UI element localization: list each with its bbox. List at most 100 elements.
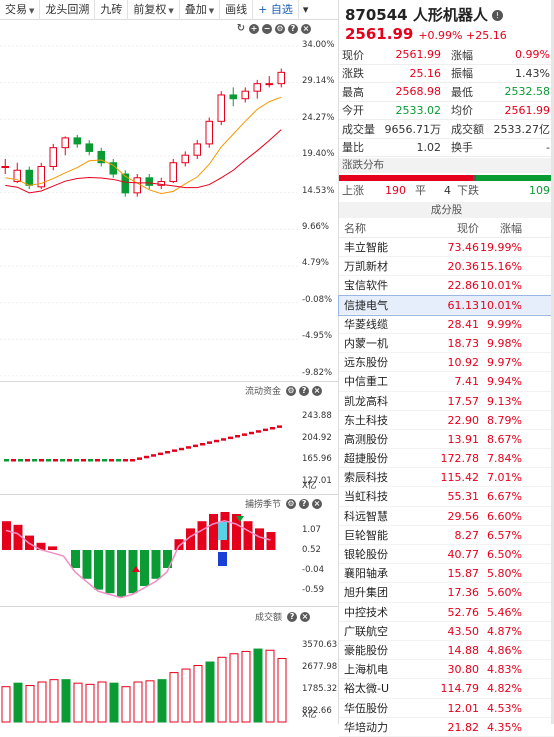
list-item[interactable]: 裕太微-U 114.79 4.82% bbox=[339, 679, 554, 699]
quote-key: 现价 bbox=[342, 48, 364, 62]
list-item[interactable]: 万凯新材 20.36 15.16% bbox=[339, 257, 554, 277]
season-bar bbox=[36, 542, 46, 550]
toolbar-item-1[interactable]: 龙头回溯 bbox=[40, 0, 96, 20]
list-item[interactable]: 高测股份 13.91 8.67% bbox=[339, 430, 554, 450]
list-item[interactable]: 襄阳轴承 15.87 5.80% bbox=[339, 564, 554, 584]
col-price[interactable]: 现价 bbox=[457, 222, 479, 235]
list-item[interactable]: 宝信软件 22.86 10.01% bbox=[339, 276, 554, 296]
axis-tick: 127.01 bbox=[302, 475, 332, 486]
info-icon[interactable]: ! bbox=[491, 10, 503, 21]
col-pct[interactable]: 涨幅 bbox=[500, 222, 522, 235]
list-item[interactable]: 远东股份 10.92 9.97% bbox=[339, 353, 554, 373]
volume-chart[interactable] bbox=[0, 626, 300, 724]
candle bbox=[1, 158, 9, 175]
stock-price: 28.41 bbox=[447, 317, 480, 331]
volume-bar bbox=[133, 681, 143, 723]
stock-name: 凯龙高科 bbox=[344, 394, 388, 408]
sell-signal-icon bbox=[236, 516, 244, 522]
vol-title: 成交额 bbox=[255, 613, 283, 623]
list-item[interactable]: 巨轮智能 8.27 6.57% bbox=[339, 526, 554, 545]
caret-down-icon: ▼ bbox=[208, 6, 215, 15]
stock-name: 宝信软件 bbox=[344, 279, 388, 293]
list-item[interactable]: 内蒙一机 18.73 9.98% bbox=[339, 334, 554, 354]
close-icon[interactable]: × bbox=[300, 611, 311, 622]
flow-title: 流动资金 bbox=[245, 387, 282, 397]
list-item[interactable]: 当虹科技 55.31 6.67% bbox=[339, 487, 554, 507]
list-item[interactable]: 华菱线缆 28.41 9.99% bbox=[339, 315, 554, 334]
season-bar bbox=[232, 514, 241, 550]
scrollbar[interactable] bbox=[551, 0, 554, 724]
list-item[interactable]: 上海机电 30.80 4.83% bbox=[339, 660, 554, 680]
season-bar bbox=[117, 550, 126, 597]
list-item[interactable]: 科远智慧 29.56 6.60% bbox=[339, 507, 554, 526]
season-bar bbox=[2, 521, 11, 550]
stock-pct: 9.99% bbox=[487, 317, 522, 331]
flow-bar bbox=[172, 449, 177, 452]
zoom-in-icon[interactable]: + bbox=[249, 24, 259, 34]
stock-price: 29.56 bbox=[447, 509, 480, 523]
quote-value: 0.99% bbox=[515, 48, 550, 62]
toolbar-item-4[interactable]: 叠加 ▼ bbox=[180, 0, 221, 20]
axis-tick: -9.82% bbox=[302, 367, 333, 378]
close-icon[interactable]: × bbox=[312, 498, 323, 509]
stock-price: 73.46 bbox=[447, 241, 480, 254]
quote-grid: 现价 2561.99 涨幅 0.99% 涨跌 25.16 振幅 1.43% 最高 2… bbox=[339, 46, 554, 157]
help-icon[interactable]: ? bbox=[299, 498, 310, 509]
candle bbox=[157, 177, 165, 190]
toolbar-item-label: + 自选 bbox=[258, 2, 293, 16]
settings-icon[interactable]: ⚙ bbox=[275, 24, 285, 34]
list-item[interactable]: 银轮股份 40.77 6.50% bbox=[339, 545, 554, 565]
settings-icon[interactable]: ⚙ bbox=[286, 385, 297, 396]
stock-name: 东土科技 bbox=[344, 413, 388, 427]
toolbar-item-5[interactable]: 画线 bbox=[220, 0, 254, 20]
caret-down-icon: ▼ bbox=[168, 6, 174, 15]
season-bar bbox=[71, 550, 80, 568]
list-item[interactable]: 中控技术 52.76 5.46% bbox=[339, 603, 554, 622]
toolbar-item-0[interactable]: 交易 ▼ bbox=[0, 0, 41, 20]
close-icon[interactable]: × bbox=[301, 24, 311, 34]
col-name[interactable]: 名称 bbox=[344, 222, 366, 235]
list-item[interactable]: 丰立智能 73.46 19.99% bbox=[339, 238, 554, 258]
down-count: 109 bbox=[529, 184, 550, 197]
list-item[interactable]: 华伍股份 12.01 4.53% bbox=[339, 699, 554, 718]
list-item[interactable]: 中信重工 7.41 9.94% bbox=[339, 372, 554, 392]
list-item[interactable]: 东土科技 22.90 8.79% bbox=[339, 411, 554, 430]
help-icon[interactable]: ? bbox=[288, 24, 298, 34]
season-chart[interactable] bbox=[0, 512, 300, 604]
list-item[interactable]: 旭升集团 17.36 5.60% bbox=[339, 583, 554, 603]
list-item[interactable]: 华培动力 21.82 4.35% bbox=[339, 718, 554, 737]
toolbar-item-7[interactable]: ▾ bbox=[299, 0, 313, 20]
quote-value: 1.43% bbox=[515, 66, 550, 80]
list-item[interactable]: 超捷股份 172.78 7.84% bbox=[339, 449, 554, 469]
settings-icon[interactable]: ⚙ bbox=[286, 498, 297, 509]
quote-value: 2568.98 bbox=[395, 85, 442, 99]
zoom-out-icon[interactable]: − bbox=[262, 24, 272, 34]
kline-chart[interactable] bbox=[0, 36, 300, 376]
stock-pct: 5.80% bbox=[487, 567, 522, 581]
stock-pct: 7.01% bbox=[487, 471, 522, 485]
list-item[interactable]: 索辰科技 115.42 7.01% bbox=[339, 468, 554, 488]
toolbar-item-6[interactable]: + 自选 bbox=[253, 0, 299, 20]
flow-chart[interactable] bbox=[0, 400, 300, 490]
help-icon[interactable]: ? bbox=[299, 385, 310, 396]
toolbar-item-3[interactable]: 前复权 ▼ bbox=[128, 0, 180, 20]
list-item[interactable]: 凯龙高科 17.57 9.13% bbox=[339, 392, 554, 411]
list-item[interactable]: 广联航空 43.50 4.87% bbox=[339, 622, 554, 641]
volume-bar bbox=[61, 679, 71, 723]
quote-key: 成交额 bbox=[451, 122, 484, 136]
toolbar-item-2[interactable]: 九砖 bbox=[95, 0, 129, 20]
quote-key: 成交量 bbox=[342, 122, 375, 136]
close-icon[interactable]: × bbox=[312, 385, 323, 396]
axis-tick: 1.07 bbox=[302, 525, 321, 535]
stock-price: 22.86 bbox=[447, 279, 480, 293]
flow-bar bbox=[53, 459, 58, 462]
stock-name: 科远智慧 bbox=[344, 509, 388, 523]
toolbar-item-label: ▾ bbox=[302, 2, 309, 16]
help-icon[interactable]: ? bbox=[287, 611, 298, 622]
candle bbox=[121, 170, 129, 197]
list-item[interactable]: 豪能股份 14.88 4.86% bbox=[339, 641, 554, 661]
refresh-icon[interactable]: ↻ bbox=[236, 23, 246, 34]
list-item[interactable]: 信捷电气 61.13 10.01% bbox=[338, 294, 554, 316]
flow-bar bbox=[221, 438, 226, 441]
axis-tick: 243.88 bbox=[302, 411, 332, 421]
